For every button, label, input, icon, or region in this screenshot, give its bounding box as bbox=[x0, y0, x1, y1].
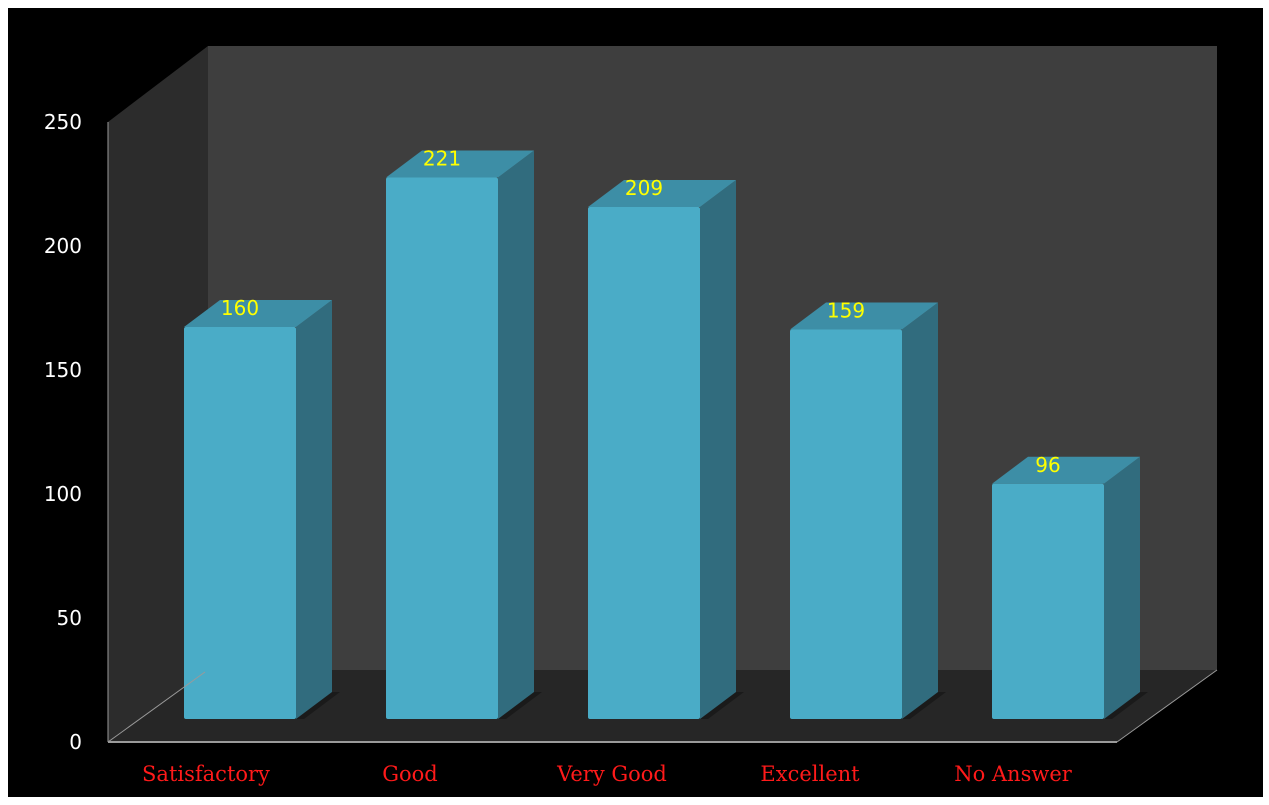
category-label: Satisfactory bbox=[142, 762, 270, 786]
data-label: 209 bbox=[625, 176, 663, 200]
bar-front-face bbox=[184, 327, 296, 719]
bar-front-face bbox=[588, 206, 700, 719]
data-label: 221 bbox=[423, 147, 461, 171]
bar-side-face bbox=[296, 300, 332, 719]
bar: 160 bbox=[184, 296, 340, 719]
category-label: No Answer bbox=[954, 762, 1073, 786]
y-tick-label: 250 bbox=[44, 110, 82, 134]
x-axis: Satisfactory Good Very Good Excellent No Ans… bbox=[107, 122, 1218, 786]
bar-top-face bbox=[790, 302, 938, 330]
bars-group: 160 221 209 159 96 bbox=[184, 147, 1148, 720]
depth-axis-line-right bbox=[1116, 669, 1218, 743]
bar-side-face bbox=[1104, 456, 1140, 719]
bar-top-face bbox=[992, 456, 1140, 484]
bar-front-face bbox=[790, 329, 902, 719]
y-tick-label: 200 bbox=[44, 234, 82, 258]
bar-top-face bbox=[386, 150, 534, 178]
bar: 209 bbox=[588, 176, 744, 719]
bar-side-face bbox=[902, 302, 938, 719]
data-label: 96 bbox=[1035, 453, 1060, 477]
bar-front-face bbox=[992, 483, 1104, 719]
y-tick-label: 150 bbox=[44, 358, 82, 382]
category-label: Very Good bbox=[556, 762, 667, 786]
bar-side-face bbox=[498, 150, 534, 720]
bar-front-face bbox=[386, 177, 498, 720]
bar: 159 bbox=[790, 298, 946, 719]
bar: 221 bbox=[386, 147, 542, 720]
bar-top-face bbox=[588, 179, 736, 207]
y-tick-label: 100 bbox=[44, 482, 82, 506]
y-tick-label: 0 bbox=[69, 730, 82, 754]
data-label: 160 bbox=[221, 296, 259, 320]
category-label: Excellent bbox=[760, 762, 860, 786]
bar: 96 bbox=[992, 453, 1148, 719]
side-wall bbox=[108, 46, 208, 742]
bar-side-face bbox=[700, 179, 736, 719]
data-label: 159 bbox=[827, 298, 865, 322]
category-label: Good bbox=[382, 762, 438, 786]
depth-axis-line bbox=[107, 671, 206, 743]
bar-top-face bbox=[184, 300, 332, 327]
y-axis: 0 50 100 150 200 250 bbox=[44, 110, 82, 754]
y-tick-label: 50 bbox=[57, 606, 82, 630]
